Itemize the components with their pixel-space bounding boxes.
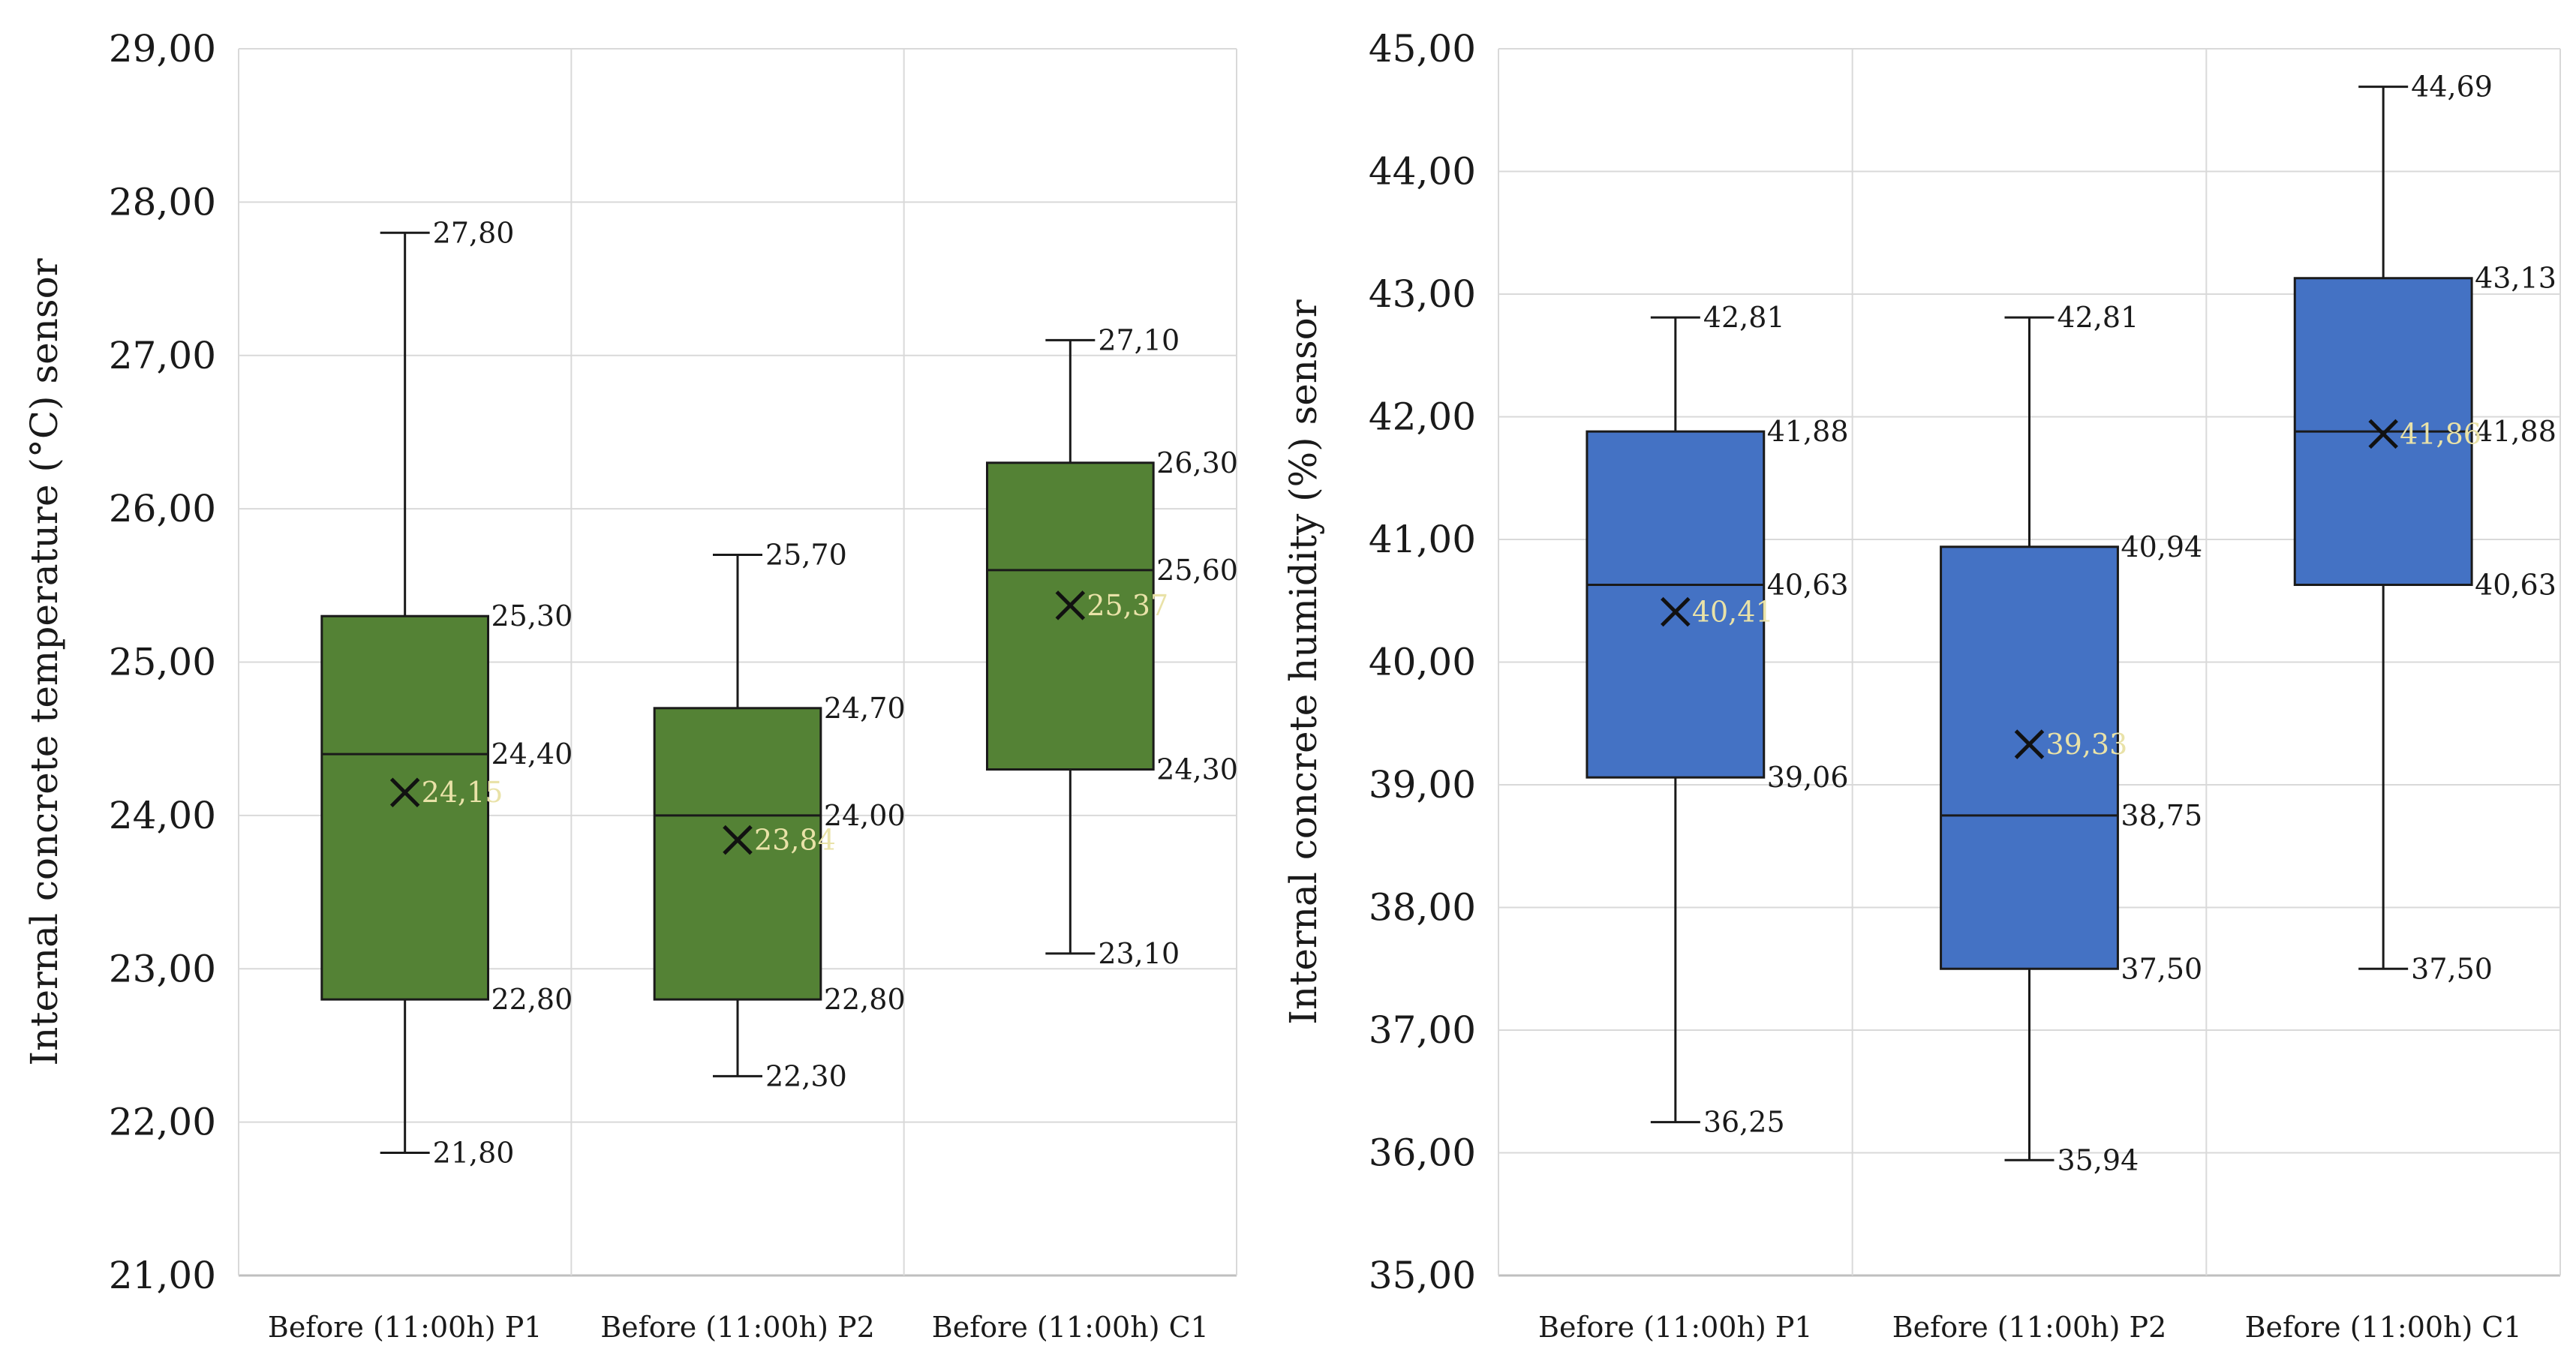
x-category-label: Before (11:00h) C1: [932, 1311, 1209, 1344]
median-value-label: 41,88: [2475, 415, 2556, 448]
median-value-label: 24,40: [491, 738, 573, 771]
median-value-label: 38,75: [2121, 799, 2202, 832]
q3-value-label: 26,30: [1156, 446, 1238, 479]
mean-marker: [723, 825, 753, 855]
y-tick-label: 45,00: [1369, 27, 1476, 71]
max-value-label: 44,69: [2411, 71, 2493, 104]
x-category-label: Before (11:00h) C1: [2245, 1311, 2522, 1344]
q1-value-label: 39,06: [1767, 761, 1849, 794]
y-axis-title: Internal concrete humidity (%) sensor: [1282, 299, 1325, 1024]
y-tick-label: 26,00: [109, 487, 216, 530]
q1-value-label: 37,50: [2121, 952, 2202, 985]
mean-value-label: 25,37: [1087, 589, 1168, 622]
mean-marker: [2368, 419, 2398, 449]
y-tick-label: 25,00: [109, 641, 216, 684]
y-tick-label: 28,00: [109, 180, 216, 224]
y-tick-label: 35,00: [1369, 1254, 1476, 1297]
median-value-label: 40,63: [1767, 568, 1849, 601]
mean-value-label: 24,15: [422, 776, 503, 809]
min-value-label: 35,94: [2057, 1143, 2139, 1176]
iqr-box: [653, 707, 822, 1001]
x-category-label: Before (11:00h) P2: [600, 1311, 875, 1344]
max-value-label: 27,80: [433, 216, 515, 249]
q3-value-label: 25,30: [491, 599, 573, 632]
y-tick-label: 42,00: [1369, 395, 1476, 439]
iqr-box: [320, 614, 490, 1001]
max-value-label: 42,81: [2057, 301, 2139, 334]
q1-value-label: 24,30: [1156, 753, 1238, 786]
y-tick-label: 40,00: [1369, 641, 1476, 684]
q1-value-label: 22,80: [824, 983, 906, 1016]
y-tick-label: 44,00: [1369, 150, 1476, 194]
min-value-label: 37,50: [2411, 952, 2493, 985]
q3-value-label: 43,13: [2475, 262, 2556, 295]
mean-value-label: 40,41: [1692, 595, 1774, 628]
max-value-label: 27,10: [1098, 323, 1180, 356]
mean-marker: [2014, 729, 2045, 759]
q1-value-label: 40,63: [2475, 568, 2556, 601]
x-category-label: Before (11:00h) P1: [268, 1311, 543, 1344]
y-tick-label: 43,00: [1369, 272, 1476, 316]
y-axis-title: Internal concrete temperature (°C) senso…: [23, 258, 66, 1065]
y-tick-label: 29,00: [109, 27, 216, 71]
q3-value-label: 41,88: [1767, 415, 1849, 448]
max-value-label: 42,81: [1703, 301, 1785, 334]
median-value-label: 25,60: [1156, 554, 1238, 587]
q1-value-label: 22,80: [491, 983, 573, 1016]
iqr-box: [986, 461, 1155, 771]
y-tick-label: 21,00: [109, 1254, 216, 1297]
temperature-box-plot: 21,00 22,00 23,00 24,00 25,00 26,00 27,00 28,00…: [23, 27, 1238, 1344]
y-tick-label: 27,00: [109, 334, 216, 377]
y-tick-label: 41,00: [1369, 518, 1476, 561]
y-tick-label: 38,00: [1369, 886, 1476, 930]
iqr-box: [1940, 545, 2119, 970]
mean-marker: [1661, 596, 1691, 627]
x-category-label: Before (11:00h) P1: [1538, 1311, 1813, 1344]
mean-marker: [1055, 590, 1086, 620]
y-tick-label: 37,00: [1369, 1008, 1476, 1052]
mean-value-label: 39,33: [2046, 728, 2128, 761]
min-value-label: 36,25: [1703, 1106, 1785, 1139]
mean-marker: [389, 777, 420, 807]
iqr-box: [1586, 430, 1766, 779]
min-value-label: 23,10: [1098, 937, 1180, 970]
min-value-label: 22,30: [765, 1059, 847, 1092]
mean-value-label: 41,86: [2400, 417, 2481, 450]
mean-value-label: 23,84: [754, 824, 836, 857]
q3-value-label: 24,70: [824, 692, 906, 725]
y-tick-label: 36,00: [1369, 1131, 1476, 1175]
y-tick-label: 23,00: [109, 947, 216, 990]
max-value-label: 25,70: [765, 538, 847, 571]
humidity-box-plot: 35,00 36,00 37,00 38,00 39,00 40,00 41,00 42,00…: [1282, 27, 2561, 1344]
y-tick-label: 22,00: [109, 1101, 216, 1144]
y-tick-label: 24,00: [109, 794, 216, 837]
x-category-label: Before (11:00h) P2: [1892, 1311, 2167, 1344]
q3-value-label: 40,94: [2121, 530, 2202, 563]
min-value-label: 21,80: [433, 1137, 515, 1170]
median-value-label: 24,00: [824, 799, 906, 832]
y-tick-label: 39,00: [1369, 763, 1476, 807]
